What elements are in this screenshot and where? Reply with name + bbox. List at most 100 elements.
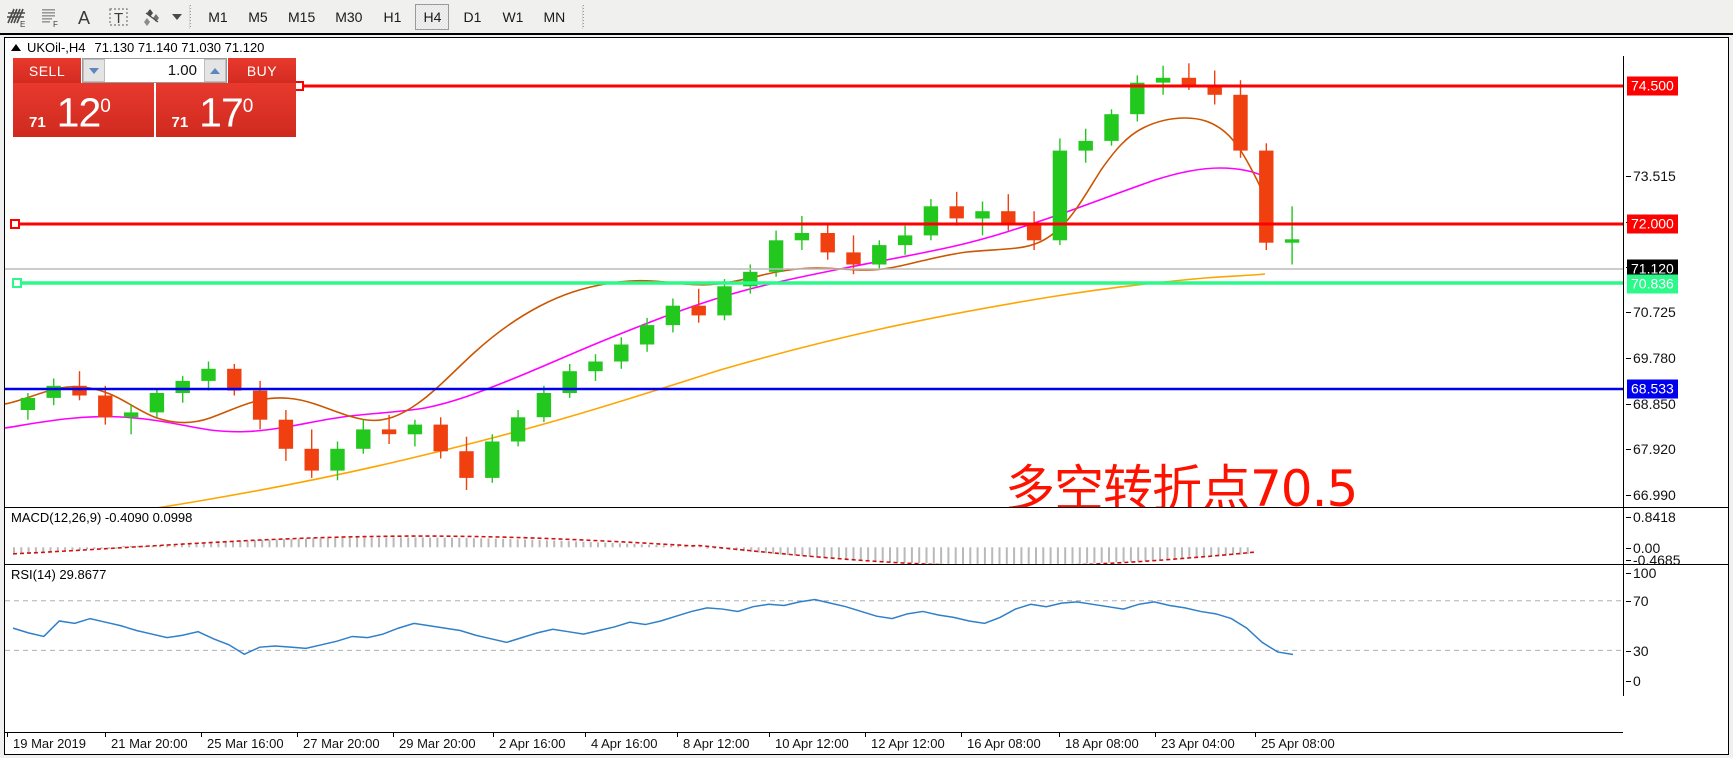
objects-icon[interactable] bbox=[136, 2, 170, 32]
time-label-10: 16 Apr 08:00 bbox=[967, 736, 1041, 751]
price-tag-resistance-74500[interactable]: 74.500 bbox=[1627, 76, 1678, 96]
svg-text:A: A bbox=[78, 8, 90, 28]
macd-series bbox=[12, 535, 1255, 564]
time-tick-mark bbox=[493, 733, 494, 737]
macd-tick-zero: 0.00 bbox=[1625, 540, 1661, 556]
timeframe-m1[interactable]: M1 bbox=[208, 8, 228, 25]
chart-ohlc-values: 71.130 71.140 71.030 71.120 bbox=[94, 39, 265, 55]
time-label-0: 19 Mar 2019 bbox=[13, 736, 86, 751]
toolbar-divider-2 bbox=[582, 4, 585, 29]
chart-window: UKOil-,H4 71.130 71.140 71.030 71.120 bbox=[4, 37, 1729, 755]
time-label-2: 25 Mar 16:00 bbox=[207, 736, 284, 751]
timeframe-w1[interactable]: W1 bbox=[502, 8, 524, 25]
time-tick-mark bbox=[865, 733, 866, 737]
candlestick-chart-icon[interactable]: E bbox=[0, 2, 34, 32]
time-tick-mark bbox=[1059, 733, 1060, 737]
time-label-7: 8 Apr 12:00 bbox=[683, 736, 750, 751]
volume-input[interactable]: 1.00 bbox=[105, 59, 204, 82]
buy-price-prefix: 71 bbox=[171, 114, 189, 131]
chart-annotation-text[interactable]: 多空转折点70.5 bbox=[1005, 460, 1358, 507]
price-level-lines bbox=[5, 81, 1623, 391]
time-label-3: 27 Mar 20:00 bbox=[303, 736, 380, 751]
chevron-up-icon bbox=[210, 67, 220, 74]
price-pane[interactable]: 多空转折点70.5 73.515 72.585 71.655 70.725 69… bbox=[5, 56, 1728, 507]
time-tick-mark bbox=[677, 733, 678, 737]
time-label-9: 12 Apr 12:00 bbox=[871, 736, 945, 751]
bar-chart-icon[interactable]: F bbox=[34, 2, 68, 32]
timeframe-mn[interactable]: MN bbox=[543, 8, 566, 25]
time-axis[interactable]: 19 Mar 2019 21 Mar 20:00 25 Mar 16:00 27… bbox=[5, 732, 1623, 754]
volume-decrease-button[interactable] bbox=[83, 59, 105, 82]
time-tick-mark bbox=[201, 733, 202, 737]
price-plot-area[interactable]: 多空转折点70.5 bbox=[5, 56, 1623, 507]
timeframe-m15[interactable]: M15 bbox=[288, 8, 316, 25]
rsi-tick-70: 70 bbox=[1626, 593, 1649, 609]
rsi-pane[interactable]: RSI(14) 29.8677 100 70 30 0 bbox=[5, 564, 1728, 696]
rsi-tick-0: 0 bbox=[1626, 673, 1641, 689]
resistance-handle-72000 bbox=[10, 219, 20, 229]
volume-stepper[interactable]: 1.00 bbox=[82, 58, 227, 83]
text-box-icon[interactable]: T bbox=[102, 2, 136, 32]
time-tick-mark bbox=[393, 733, 394, 737]
toolbar-divider bbox=[189, 4, 191, 29]
time-tick-mark bbox=[105, 733, 106, 737]
objects-dropdown-icon[interactable] bbox=[172, 13, 182, 20]
price-tick-73515: 73.515 bbox=[1626, 168, 1676, 184]
buy-price-tile[interactable]: 170 71 bbox=[155, 83, 296, 137]
time-label-13: 25 Apr 08:00 bbox=[1261, 736, 1335, 751]
trade-panel-top-row: SELL 1.00 BUY bbox=[13, 58, 296, 83]
volume-increase-button[interactable] bbox=[204, 59, 226, 82]
chart-symbol-bar: UKOil-,H4 71.130 71.140 71.030 71.120 bbox=[5, 38, 1728, 56]
time-label-5: 2 Apr 16:00 bbox=[499, 736, 566, 751]
price-tag-support-68533[interactable]: 68.533 bbox=[1627, 379, 1678, 399]
collapse-triangle-icon[interactable] bbox=[11, 43, 21, 51]
macd-plot-area[interactable] bbox=[5, 508, 1623, 564]
price-axis[interactable]: 73.515 72.585 71.655 70.725 69.780 68.85… bbox=[1623, 56, 1728, 507]
ma-mid-line bbox=[5, 167, 1264, 433]
price-tag-resistance-72000[interactable]: 72.000 bbox=[1627, 214, 1678, 234]
ma-slow-line bbox=[157, 273, 1266, 507]
timeframe-d1[interactable]: D1 bbox=[463, 8, 482, 25]
macd-axis[interactable]: 0.8418 0.00 -0.4685 bbox=[1623, 508, 1728, 568]
price-tick-70725: 70.725 bbox=[1626, 304, 1676, 320]
time-tick-mark bbox=[769, 733, 770, 737]
buy-price-main: 170 bbox=[199, 90, 253, 136]
rsi-tick-100: 100 bbox=[1625, 565, 1657, 581]
rsi-axis[interactable]: 100 70 30 0 bbox=[1623, 565, 1728, 696]
timeframe-h4[interactable]: H4 bbox=[415, 3, 450, 30]
sell-price-tile[interactable]: 120 71 bbox=[13, 83, 154, 137]
time-tick-mark bbox=[961, 733, 962, 737]
price-tick-69780: 69.780 bbox=[1626, 350, 1676, 366]
timeframe-h1[interactable]: H1 bbox=[383, 8, 402, 25]
resistance-handle-74500 bbox=[294, 81, 304, 91]
price-tick-68850: 68.850 bbox=[1626, 396, 1676, 412]
price-tick-66990: 66.990 bbox=[1626, 487, 1676, 503]
time-label-1: 21 Mar 20:00 bbox=[111, 736, 188, 751]
support-handle-70836 bbox=[12, 278, 22, 288]
text-label-icon[interactable]: A bbox=[68, 2, 102, 32]
chevron-down-icon bbox=[89, 67, 99, 74]
sell-price-prefix: 71 bbox=[29, 114, 46, 131]
chart-panes: 多空转折点70.5 73.515 72.585 71.655 70.725 69… bbox=[5, 56, 1728, 754]
time-label-6: 4 Apr 16:00 bbox=[591, 736, 658, 751]
rsi-plot-area[interactable] bbox=[5, 565, 1623, 696]
macd-label: MACD(12,26,9) -0.4090 0.0998 bbox=[11, 510, 193, 525]
time-tick-mark bbox=[297, 733, 298, 737]
one-click-trading-panel[interactable]: SELL 1.00 BUY 120 71 17 bbox=[13, 58, 296, 137]
svg-text:T: T bbox=[114, 10, 123, 27]
price-tag-support-70836[interactable]: 70.836 bbox=[1627, 274, 1678, 294]
time-label-8: 10 Apr 12:00 bbox=[775, 736, 849, 751]
price-tag-last-price[interactable]: 71.120 bbox=[1627, 259, 1678, 279]
buy-button[interactable]: BUY bbox=[228, 58, 296, 83]
sell-button[interactable]: SELL bbox=[13, 58, 81, 83]
timeframe-m30[interactable]: M30 bbox=[335, 8, 363, 25]
timeframe-m5[interactable]: M5 bbox=[248, 8, 268, 25]
time-tick-mark bbox=[1155, 733, 1156, 737]
trade-panel-prices: 120 71 170 71 bbox=[13, 83, 296, 137]
time-label-12: 23 Apr 04:00 bbox=[1161, 736, 1235, 751]
main-toolbar: E F A T bbox=[0, 0, 1733, 35]
time-tick-mark bbox=[7, 733, 8, 737]
macd-pane[interactable]: MACD(12,26,9) -0.4090 0.0998 0.8418 0.00… bbox=[5, 507, 1728, 568]
rsi-tick-30: 30 bbox=[1626, 643, 1649, 659]
